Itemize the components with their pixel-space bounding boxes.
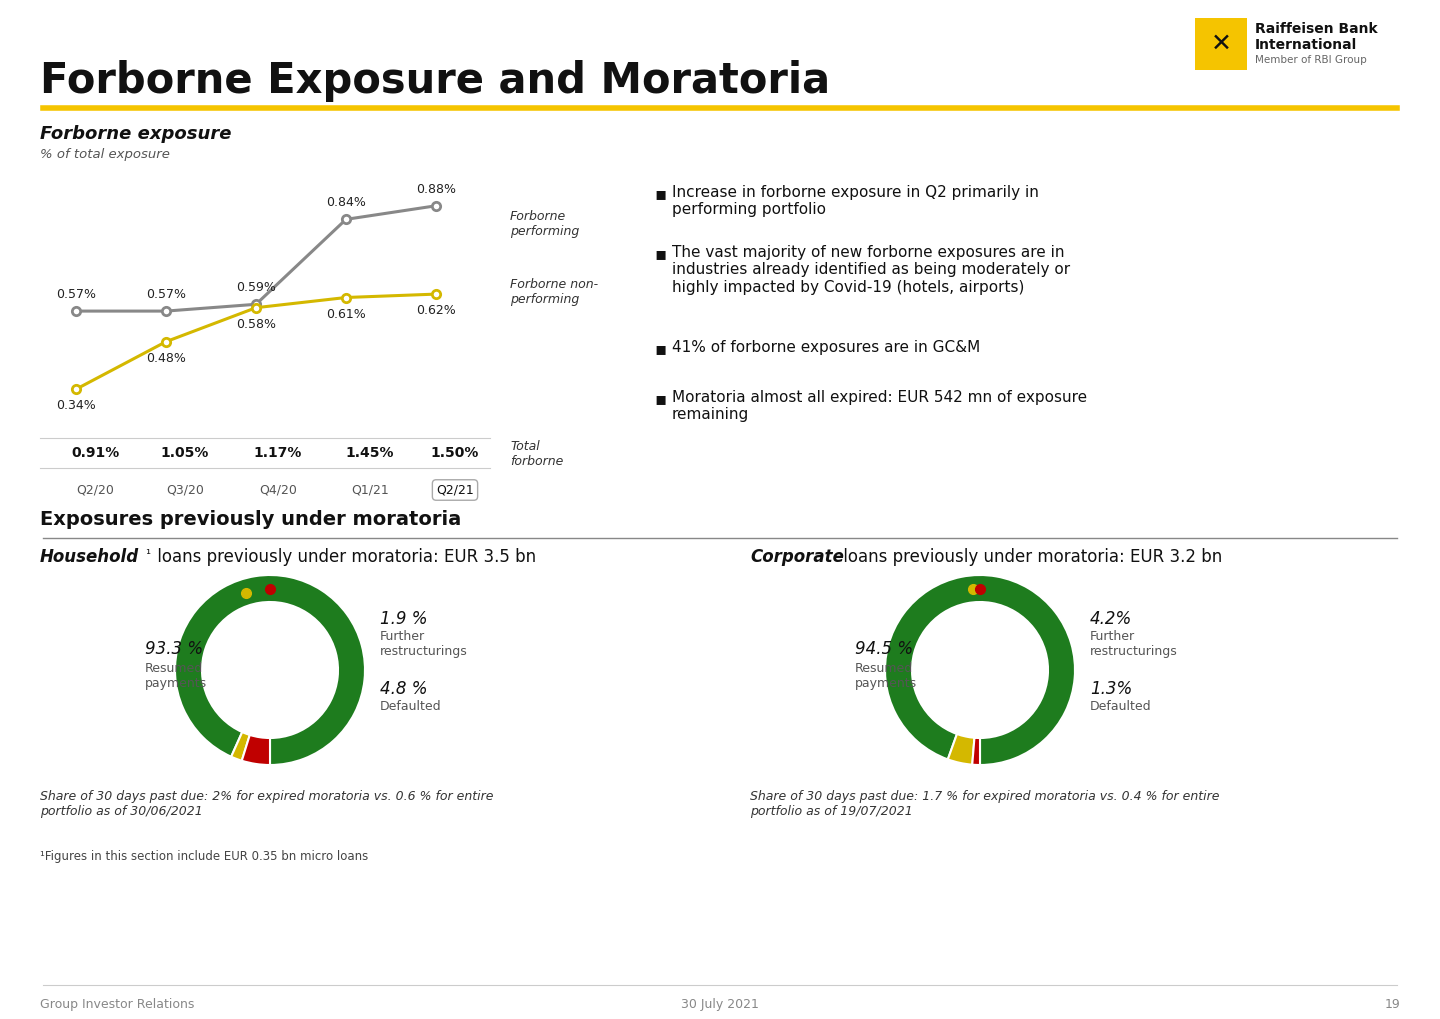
Text: Forborne
performing: Forborne performing: [510, 210, 579, 238]
Text: Forborne Exposure and Moratoria: Forborne Exposure and Moratoria: [40, 60, 829, 102]
Text: 0.58%: 0.58%: [236, 318, 276, 331]
Text: 1.3%: 1.3%: [1090, 680, 1132, 698]
Text: Increase in forborne exposure in Q2 primarily in
performing portfolio: Increase in forborne exposure in Q2 prim…: [672, 185, 1038, 217]
Text: 1.45%: 1.45%: [346, 446, 395, 460]
Text: ¹Figures in this section include EUR 0.35 bn micro loans: ¹Figures in this section include EUR 0.3…: [40, 850, 369, 863]
Text: 0.62%: 0.62%: [416, 305, 456, 317]
Text: 0.59%: 0.59%: [236, 281, 276, 294]
Text: Further
restructurings: Further restructurings: [380, 630, 468, 658]
FancyBboxPatch shape: [1195, 18, 1247, 70]
Text: 19: 19: [1384, 998, 1400, 1011]
Wedge shape: [972, 738, 981, 765]
Text: Corporate: Corporate: [750, 548, 844, 566]
Text: Defaulted: Defaulted: [1090, 700, 1152, 713]
Text: Raiffeisen Bank: Raiffeisen Bank: [1256, 22, 1378, 36]
Text: 1.17%: 1.17%: [253, 446, 302, 460]
Text: Exposures previously under moratoria: Exposures previously under moratoria: [40, 510, 461, 529]
Text: 0.88%: 0.88%: [416, 182, 456, 196]
Text: 1.05%: 1.05%: [161, 446, 209, 460]
Text: 0.34%: 0.34%: [56, 399, 96, 413]
Text: Q1/21: Q1/21: [351, 483, 389, 496]
Text: 4.8 %: 4.8 %: [380, 680, 428, 698]
Text: Total
forborne: Total forborne: [510, 440, 563, 468]
Text: 0.48%: 0.48%: [145, 352, 186, 365]
Text: ▪: ▪: [654, 185, 667, 203]
Text: The vast majority of new forborne exposures are in
industries already identified: The vast majority of new forborne exposu…: [672, 245, 1070, 294]
Text: 94.5 %: 94.5 %: [855, 640, 913, 658]
Text: ¹: ¹: [145, 548, 150, 561]
Text: ▪: ▪: [654, 245, 667, 263]
Text: Q4/20: Q4/20: [259, 483, 297, 496]
Text: 4.2%: 4.2%: [1090, 610, 1132, 628]
Text: Forborne non-
performing: Forborne non- performing: [510, 278, 598, 306]
Text: 41% of forborne exposures are in GC&M: 41% of forborne exposures are in GC&M: [672, 340, 981, 355]
Text: Defaulted: Defaulted: [380, 700, 442, 713]
Text: Share of 30 days past due: 1.7 % for expired moratoria vs. 0.4 % for entire
port: Share of 30 days past due: 1.7 % for exp…: [750, 790, 1220, 818]
Text: Q2/20: Q2/20: [76, 483, 114, 496]
Wedge shape: [948, 734, 975, 764]
Text: Share of 30 days past due: 2% for expired moratoria vs. 0.6 % for entire
portfol: Share of 30 days past due: 2% for expire…: [40, 790, 494, 818]
Text: ✕: ✕: [1211, 32, 1231, 56]
Wedge shape: [232, 732, 249, 761]
Text: 1.50%: 1.50%: [431, 446, 480, 460]
Text: 93.3 %: 93.3 %: [145, 640, 203, 658]
Text: Member of RBI Group: Member of RBI Group: [1256, 55, 1367, 65]
Text: Further
restructurings: Further restructurings: [1090, 630, 1178, 658]
Text: loans previously under moratoria: EUR 3.5 bn: loans previously under moratoria: EUR 3.…: [153, 548, 536, 566]
Text: Household: Household: [40, 548, 140, 566]
Text: 0.84%: 0.84%: [325, 197, 366, 209]
Text: Resumed
payments: Resumed payments: [855, 662, 917, 690]
Text: 0.91%: 0.91%: [71, 446, 120, 460]
Text: 1.9 %: 1.9 %: [380, 610, 428, 628]
Wedge shape: [176, 575, 364, 765]
Text: 30 July 2021: 30 July 2021: [681, 998, 759, 1011]
Text: Group Investor Relations: Group Investor Relations: [40, 998, 194, 1011]
Text: % of total exposure: % of total exposure: [40, 148, 170, 161]
Text: 0.57%: 0.57%: [56, 288, 96, 301]
Text: Resumed
payments: Resumed payments: [145, 662, 207, 690]
Text: 0.57%: 0.57%: [145, 288, 186, 301]
Text: Q3/20: Q3/20: [166, 483, 204, 496]
Text: International: International: [1256, 38, 1358, 52]
Text: 0.61%: 0.61%: [325, 308, 366, 321]
Text: ▪: ▪: [654, 340, 667, 358]
Text: ▪: ▪: [654, 390, 667, 408]
Text: Q2/21: Q2/21: [436, 483, 474, 496]
Text: loans previously under moratoria: EUR 3.2 bn: loans previously under moratoria: EUR 3.…: [838, 548, 1223, 566]
Text: Forborne exposure: Forborne exposure: [40, 125, 232, 143]
Text: Moratoria almost all expired: EUR 542 mn of exposure
remaining: Moratoria almost all expired: EUR 542 mn…: [672, 390, 1087, 423]
Wedge shape: [886, 575, 1076, 765]
Wedge shape: [242, 735, 271, 765]
